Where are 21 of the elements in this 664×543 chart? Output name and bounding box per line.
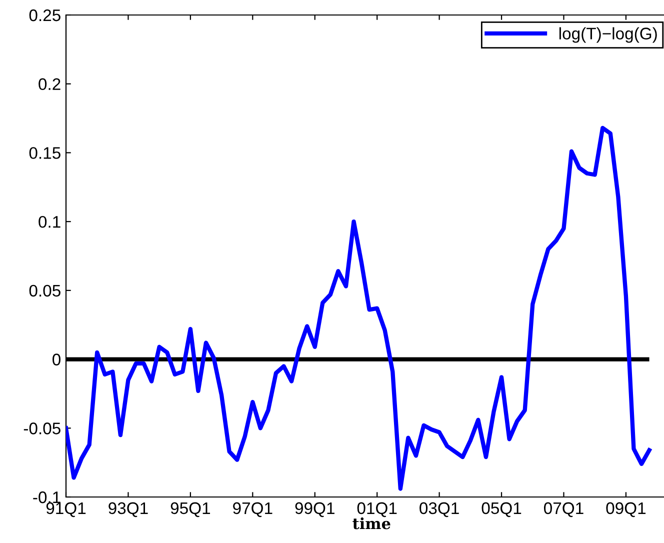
x-tick-label: 09Q1 (606, 502, 646, 518)
y-tick-label: 0.05 (29, 284, 60, 297)
line-series (66, 126, 652, 491)
x-tick-label: 93Q1 (108, 502, 148, 518)
y-tick-label: 0 (52, 354, 60, 366)
x-tick-label: 03Q1 (420, 502, 459, 518)
y-tick-label: 0.15 (29, 147, 60, 159)
x-tick-label: 07Q1 (544, 502, 584, 518)
y-tick-label: 0.25 (29, 9, 60, 22)
x-axis-title: time (352, 517, 390, 530)
y-tick-label: 0.1 (38, 216, 60, 228)
x-tick-label: 95Q1 (170, 502, 210, 518)
y-tick-label: -0.05 (24, 422, 60, 434)
x-tick-label: 01Q1 (357, 502, 397, 518)
y-tick-label: 0.2 (38, 78, 60, 90)
x-tick-label: 05Q1 (482, 502, 522, 518)
legend-label: log(T)−log(G) (559, 27, 657, 43)
x-tick-label: 91Q1 (46, 502, 86, 518)
x-tick-label: 99Q1 (295, 502, 334, 518)
x-tick-label: 97Q1 (233, 502, 272, 518)
y-tick-label: -0.1 (33, 491, 60, 504)
